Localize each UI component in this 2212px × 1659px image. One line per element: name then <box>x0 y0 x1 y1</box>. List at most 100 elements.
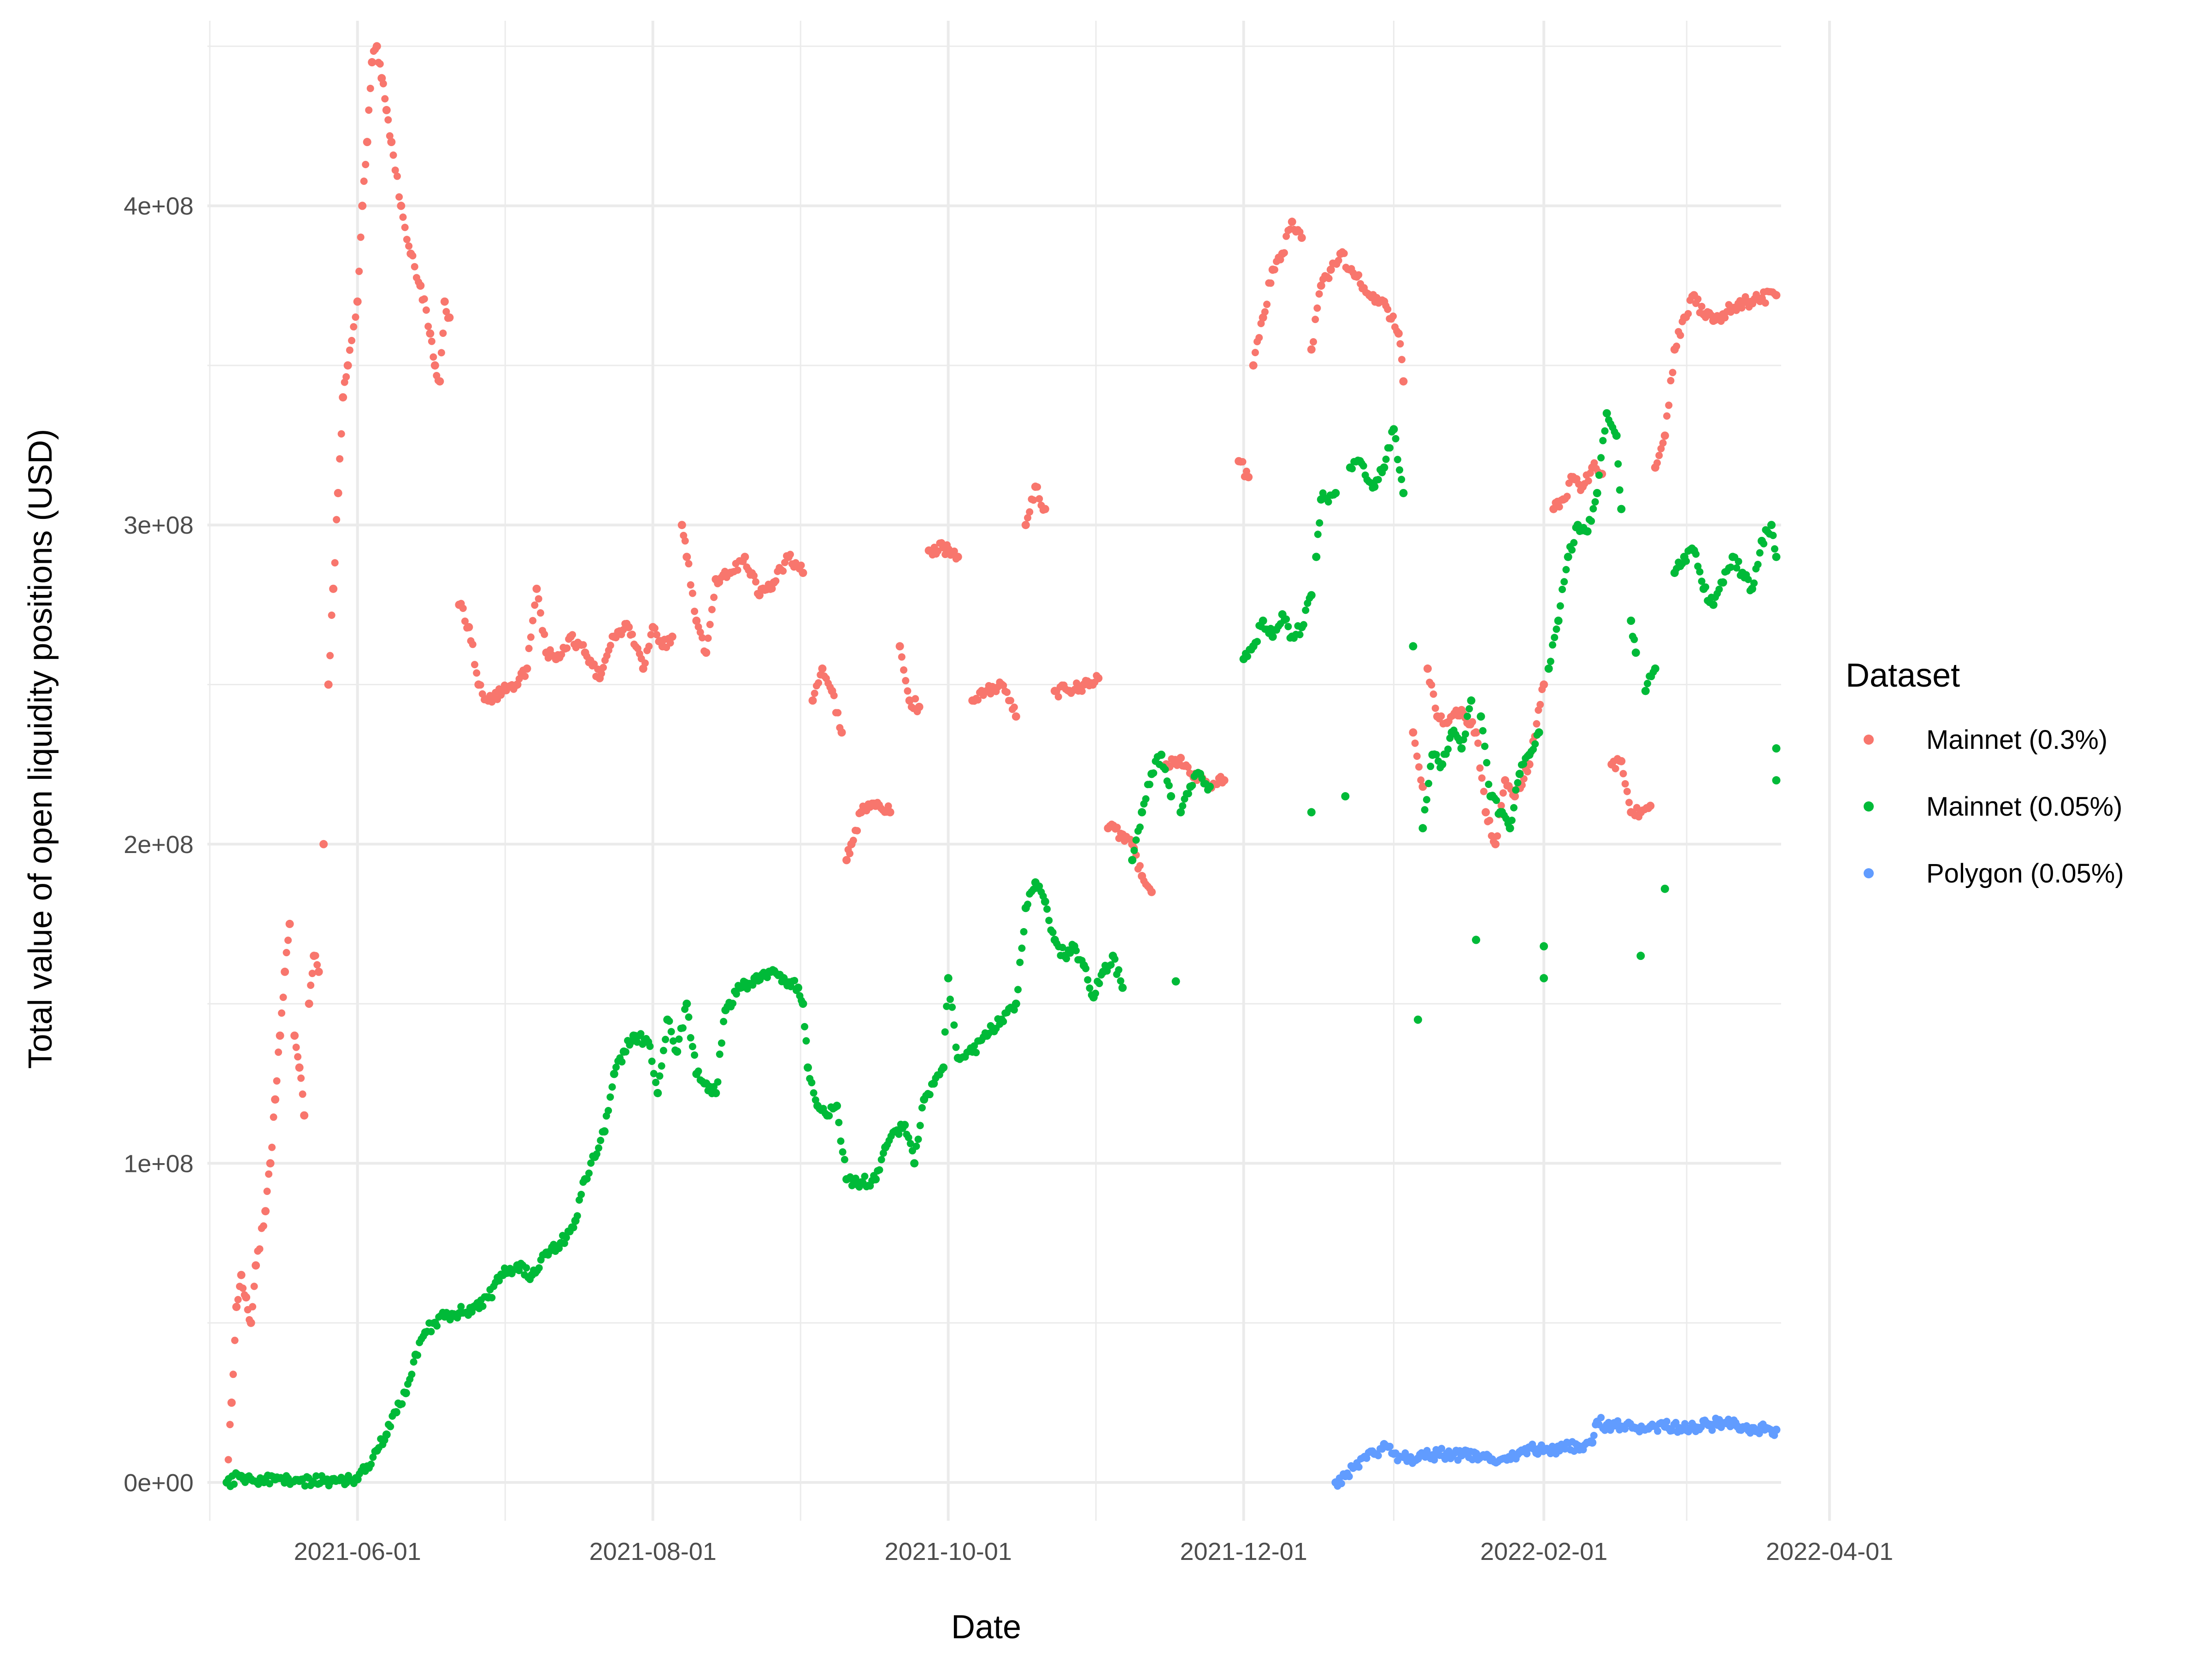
data-point <box>577 1190 585 1198</box>
data-point <box>1297 233 1306 242</box>
data-point <box>1024 900 1032 908</box>
data-point <box>943 1002 951 1010</box>
legend-key <box>1864 801 1874 812</box>
data-point <box>1165 782 1173 789</box>
x-tick-label: 2021-12-01 <box>1180 1538 1307 1565</box>
data-point <box>226 1421 234 1429</box>
data-point <box>312 952 319 959</box>
data-point <box>1457 744 1466 753</box>
data-point <box>1696 568 1704 576</box>
data-point <box>585 1169 593 1177</box>
data-point <box>1018 944 1026 952</box>
data-point <box>477 681 484 689</box>
data-point <box>1423 796 1430 804</box>
data-point <box>1315 290 1323 298</box>
data-point <box>352 313 359 321</box>
data-point <box>1249 361 1258 370</box>
data-point <box>523 1264 530 1272</box>
data-point <box>834 709 842 717</box>
data-point <box>1394 329 1403 338</box>
x-tick-label: 2021-10-01 <box>885 1538 1012 1565</box>
data-point <box>1020 928 1028 935</box>
data-point <box>1561 1445 1569 1453</box>
data-point <box>1465 705 1473 713</box>
data-point <box>842 856 851 865</box>
data-point <box>531 601 539 609</box>
data-point <box>1536 700 1544 708</box>
data-point <box>1177 808 1185 817</box>
data-point <box>1284 623 1292 630</box>
data-point <box>1597 1414 1605 1422</box>
data-point <box>1006 697 1014 705</box>
data-point <box>720 1018 728 1025</box>
data-point <box>972 1049 980 1057</box>
data-point <box>628 1038 635 1046</box>
data-point <box>357 233 365 241</box>
data-point <box>459 604 467 612</box>
data-point <box>386 132 394 140</box>
data-point <box>575 1196 583 1204</box>
data-point <box>583 1175 591 1183</box>
data-point <box>1480 788 1488 795</box>
data-point <box>1107 961 1115 969</box>
data-point <box>1727 563 1735 571</box>
data-point <box>1614 1417 1622 1425</box>
data-point <box>1324 498 1332 506</box>
data-point <box>651 624 659 632</box>
data-point <box>328 611 335 619</box>
data-point <box>1244 473 1253 482</box>
data-point <box>1744 576 1752 583</box>
data-point <box>469 641 477 648</box>
data-point <box>1034 483 1041 491</box>
data-point <box>608 1083 616 1091</box>
data-point <box>1617 505 1626 513</box>
data-point <box>1363 1454 1371 1462</box>
data-point <box>1296 631 1304 639</box>
data-point <box>1756 549 1764 557</box>
data-point <box>1651 664 1659 673</box>
data-point <box>653 631 661 639</box>
data-point <box>416 281 425 290</box>
data-point <box>1564 553 1572 561</box>
data-point <box>1147 888 1156 896</box>
data-point <box>355 267 363 275</box>
data-point <box>1437 712 1445 720</box>
data-point <box>294 1053 302 1061</box>
data-point <box>1271 266 1278 274</box>
data-point <box>1026 508 1034 516</box>
data-point <box>1113 824 1121 831</box>
data-point <box>224 1456 232 1464</box>
data-point <box>1630 635 1638 643</box>
data-point <box>1086 984 1094 992</box>
data-point <box>1694 295 1702 303</box>
data-point <box>1188 782 1196 789</box>
data-point <box>941 551 949 559</box>
data-point <box>1063 955 1071 963</box>
data-point <box>1309 338 1317 346</box>
data-point <box>1300 621 1307 629</box>
data-point <box>926 1091 934 1099</box>
data-point <box>803 1063 812 1072</box>
data-point <box>529 617 537 624</box>
data-point <box>902 677 910 685</box>
data-point <box>391 166 399 174</box>
data-point <box>1307 808 1316 817</box>
data-point <box>1698 302 1706 310</box>
data-point <box>974 696 982 704</box>
data-point <box>1255 334 1263 341</box>
data-point <box>1415 763 1423 771</box>
data-point <box>941 1028 949 1036</box>
y-tick-label: 3e+08 <box>124 512 194 539</box>
data-point <box>1337 1480 1345 1488</box>
data-point <box>1030 496 1037 504</box>
data-point <box>685 560 693 568</box>
data-point <box>573 1212 581 1220</box>
data-point <box>912 695 919 703</box>
data-point <box>329 584 338 593</box>
data-point <box>600 1127 609 1136</box>
data-point <box>708 606 716 613</box>
data-point <box>1244 653 1252 660</box>
data-point <box>800 1023 808 1030</box>
data-point <box>1136 824 1144 831</box>
data-point <box>1590 1431 1598 1439</box>
